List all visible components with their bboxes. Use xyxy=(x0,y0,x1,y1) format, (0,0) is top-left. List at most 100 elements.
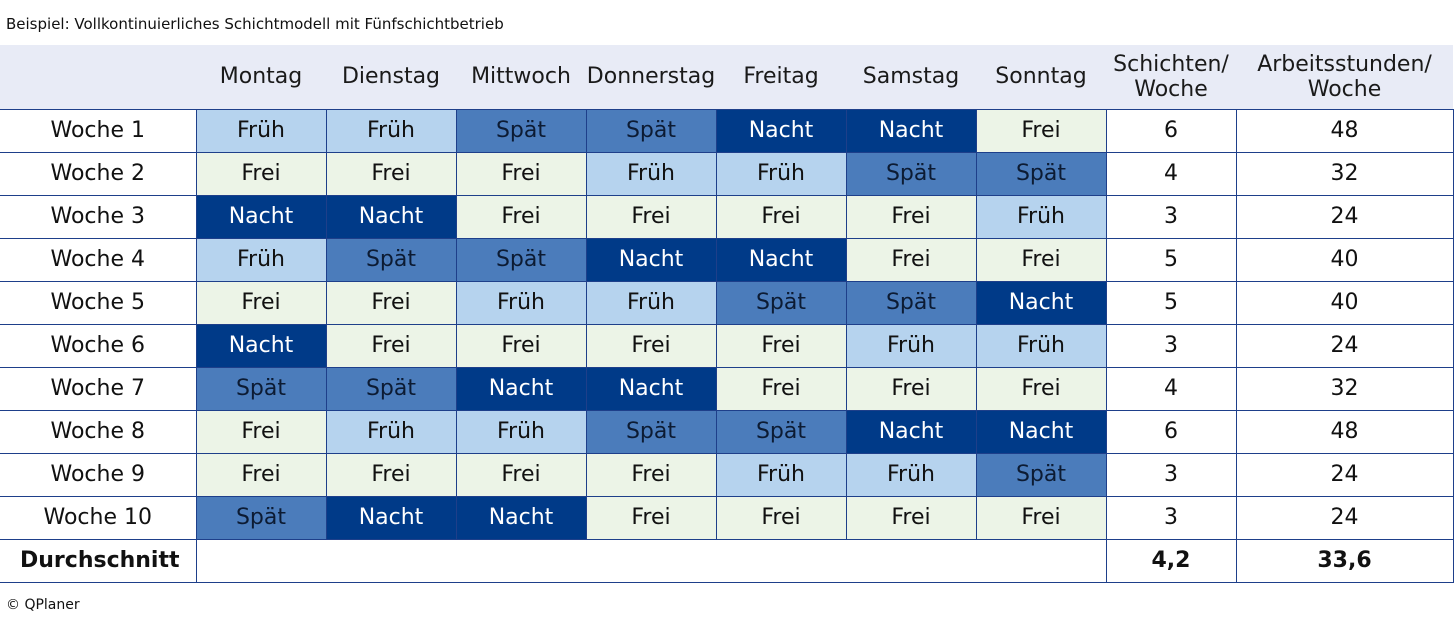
week-label: Woche 9 xyxy=(0,452,197,497)
shifts-per-week-value: 3 xyxy=(1105,194,1237,239)
week-row: Woche 8 Frei Früh Früh Spät Spät Nacht Nacht 6 48 xyxy=(0,409,1454,454)
shift-cell: Frei xyxy=(975,495,1107,540)
week-row: Woche 6 Nacht Frei Frei Frei Frei Früh Früh 3 24 xyxy=(0,323,1454,368)
header-day: Freitag xyxy=(716,45,846,109)
shift-cell: Nacht xyxy=(455,366,587,411)
average-row: Durchschnitt 4,2 33,6 xyxy=(0,538,1454,583)
shifts-per-week-value: 6 xyxy=(1105,409,1237,454)
shift-cell: Früh xyxy=(715,452,847,497)
hours-per-week-value: 32 xyxy=(1235,151,1454,196)
shift-cell: Nacht xyxy=(325,495,457,540)
shift-cell: Früh xyxy=(585,151,717,196)
shift-cell: Frei xyxy=(195,280,327,325)
table-body: Woche 1 Früh Früh Spät Spät Nacht Nacht Frei 6 48… xyxy=(0,108,1454,583)
shifts-per-week-value: 3 xyxy=(1105,495,1237,540)
week-label: Woche 5 xyxy=(0,280,197,325)
shift-cell: Früh xyxy=(455,409,587,454)
shift-cell: Frei xyxy=(325,151,457,196)
hours-per-week-value: 40 xyxy=(1235,280,1454,325)
week-row: Woche 4 Früh Spät Spät Nacht Nacht Frei Frei 5 40 xyxy=(0,237,1454,282)
shift-cell: Spät xyxy=(325,366,457,411)
shift-cell: Frei xyxy=(195,409,327,454)
hours-per-week-value: 24 xyxy=(1235,495,1454,540)
header-day: Dienstag xyxy=(326,45,456,109)
shift-cell: Frei xyxy=(845,237,977,282)
week-label: Woche 7 xyxy=(0,366,197,411)
shift-cell: Nacht xyxy=(195,323,327,368)
header-day: Donnerstag xyxy=(586,45,716,109)
table-caption: Beispiel: Vollkontinuierliches Schichtmo… xyxy=(6,15,504,33)
shift-cell: Frei xyxy=(975,237,1107,282)
week-label: Woche 1 xyxy=(0,108,197,153)
shift-cell: Frei xyxy=(455,151,587,196)
week-row: Woche 9 Frei Frei Frei Frei Früh Früh Spät 3 24 xyxy=(0,452,1454,497)
shift-cell: Spät xyxy=(585,108,717,153)
average-label: Durchschnitt xyxy=(0,538,197,583)
shifts-per-week-value: 6 xyxy=(1105,108,1237,153)
hours-per-week-value: 40 xyxy=(1235,237,1454,282)
shifts-per-week-value: 3 xyxy=(1105,323,1237,368)
shift-cell: Frei xyxy=(455,452,587,497)
hours-per-week-value: 48 xyxy=(1235,409,1454,454)
shift-cell: Spät xyxy=(455,237,587,282)
shift-cell: Frei xyxy=(585,495,717,540)
shift-cell: Nacht xyxy=(975,280,1107,325)
header-shifts-line1: Schichten/ xyxy=(1113,51,1229,77)
week-row: Woche 10 Spät Nacht Nacht Frei Frei Frei Frei 3 2… xyxy=(0,495,1454,540)
header-corner xyxy=(0,45,196,109)
week-label: Woche 10 xyxy=(0,495,197,540)
shift-cell: Spät xyxy=(585,409,717,454)
shift-cell: Nacht xyxy=(845,409,977,454)
shift-cell: Spät xyxy=(975,452,1107,497)
hours-per-week-value: 48 xyxy=(1235,108,1454,153)
average-hours: 33,6 xyxy=(1235,538,1454,583)
shift-cell: Früh xyxy=(715,151,847,196)
week-label: Woche 6 xyxy=(0,323,197,368)
week-label: Woche 3 xyxy=(0,194,197,239)
shift-plan-table: Montag Dienstag Mittwoch Donnerstag Frei… xyxy=(0,45,1454,583)
shift-cell: Früh xyxy=(325,108,457,153)
shift-cell: Spät xyxy=(195,366,327,411)
hours-per-week-value: 24 xyxy=(1235,194,1454,239)
shift-cell: Frei xyxy=(715,495,847,540)
copyright-footer: © QPlaner xyxy=(6,597,80,613)
shift-cell: Nacht xyxy=(975,409,1107,454)
shift-cell: Frei xyxy=(845,366,977,411)
shift-cell: Spät xyxy=(325,237,457,282)
shift-cell: Nacht xyxy=(585,366,717,411)
shift-cell: Nacht xyxy=(325,194,457,239)
shift-cell: Früh xyxy=(975,194,1107,239)
shift-cell: Spät xyxy=(455,108,587,153)
shift-cell: Frei xyxy=(845,495,977,540)
header-shifts-per-week: Schichten/ Woche xyxy=(1106,45,1236,109)
shift-cell: Frei xyxy=(975,108,1107,153)
week-label: Woche 8 xyxy=(0,409,197,454)
header-day: Sonntag xyxy=(976,45,1106,109)
hours-per-week-value: 24 xyxy=(1235,323,1454,368)
hours-per-week-value: 32 xyxy=(1235,366,1454,411)
shift-cell: Frei xyxy=(325,280,457,325)
shift-cell: Früh xyxy=(325,409,457,454)
shifts-per-week-value: 4 xyxy=(1105,151,1237,196)
shifts-per-week-value: 4 xyxy=(1105,366,1237,411)
week-row: Woche 2 Frei Frei Frei Früh Früh Spät Spät 4 32 xyxy=(0,151,1454,196)
header-hours-per-week: Arbeitsstunden/ Woche xyxy=(1236,45,1453,109)
week-row: Woche 5 Frei Frei Früh Früh Spät Spät Nacht 5 40 xyxy=(0,280,1454,325)
shifts-per-week-value: 3 xyxy=(1105,452,1237,497)
shift-cell: Spät xyxy=(195,495,327,540)
hours-per-week-value: 24 xyxy=(1235,452,1454,497)
header-day: Mittwoch xyxy=(456,45,586,109)
shift-cell: Nacht xyxy=(715,237,847,282)
shift-cell: Nacht xyxy=(845,108,977,153)
shift-cell: Spät xyxy=(715,409,847,454)
shift-cell: Frei xyxy=(975,366,1107,411)
shift-cell: Frei xyxy=(715,366,847,411)
shift-cell: Nacht xyxy=(715,108,847,153)
shift-cell: Frei xyxy=(325,323,457,368)
shift-cell: Frei xyxy=(845,194,977,239)
week-label: Woche 4 xyxy=(0,237,197,282)
week-label: Woche 2 xyxy=(0,151,197,196)
shift-cell: Frei xyxy=(325,452,457,497)
shift-cell: Spät xyxy=(845,280,977,325)
header-row: Montag Dienstag Mittwoch Donnerstag Frei… xyxy=(0,45,1453,109)
